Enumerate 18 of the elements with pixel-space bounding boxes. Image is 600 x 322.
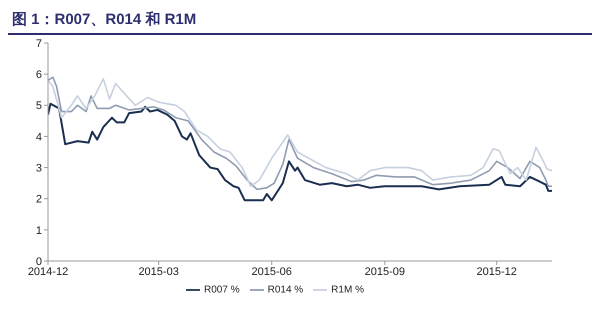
y-tick-label: 5 [36,100,42,112]
x-tick-label: 2014-12 [28,266,68,278]
y-tick-label: 7 [36,38,42,50]
x-tick-label: 2015-06 [252,266,292,278]
line-series [48,102,552,202]
y-tick-label: 0 [36,256,42,268]
y-tick-label: 6 [36,69,42,82]
y-tick-label: 3 [36,162,42,174]
chart-title: 图 1：R007、R014 和 R1M [8,8,592,35]
x-tick-label: 2015-12 [476,266,517,278]
y-tick-label: 1 [36,224,42,237]
x-tick-label: 2015-09 [364,266,406,278]
legend-label: R007 % [204,284,240,296]
y-tick-label: 4 [36,131,42,144]
y-tick-label: 2 [36,194,42,206]
legend-label: R1M % [331,284,364,296]
x-tick-label: 2015-03 [138,266,179,278]
legend-label: R014 % [268,284,304,296]
